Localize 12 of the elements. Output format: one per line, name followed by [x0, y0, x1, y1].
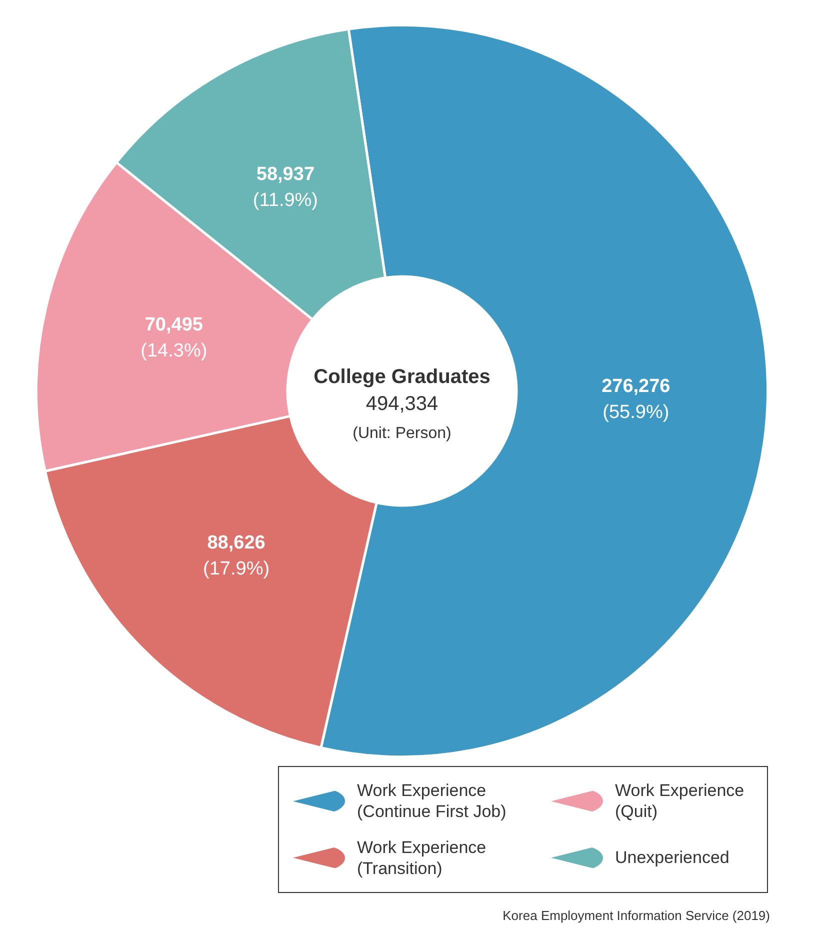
legend-label: Work Experience (Continue First Job) — [357, 780, 508, 822]
legend-label: Work Experience (Quit) — [615, 780, 746, 822]
data-label: 70,495 (14.3%) — [140, 314, 208, 362]
text: (Unit: Person) — [352, 425, 452, 443]
legend-label: Unexperienced — [615, 847, 730, 868]
data-label: 58,937 (11.9%) — [252, 164, 318, 212]
data-label: 88,626 (17.9%) — [203, 532, 270, 580]
legend-label: Work Experience (Transition) — [357, 836, 488, 879]
text: Korea Employment Information Service (2019) — [502, 908, 770, 923]
text: 494,334 — [364, 392, 440, 417]
text: College Graduates — [312, 365, 492, 390]
data-label: 276,276 (55.9%) — [602, 376, 670, 424]
